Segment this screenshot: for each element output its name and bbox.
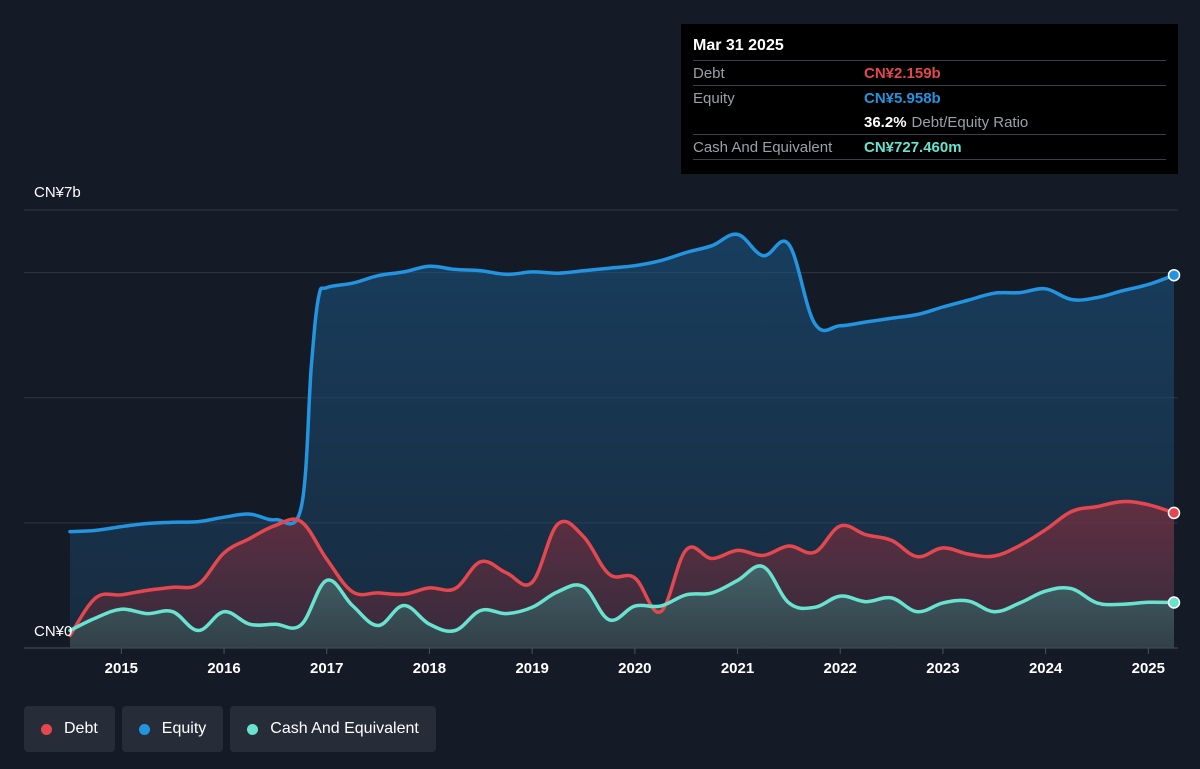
area-fills: [70, 234, 1174, 648]
cash-line: [68, 564, 1176, 633]
legend-label-cash: Cash And Equivalent: [270, 720, 419, 737]
x-tick-label: 2020: [618, 660, 651, 677]
tooltip-equity-label: Equity: [693, 89, 735, 107]
x-axis: 2015 2016 2017 2018 2019 2020 2021 2022 2023 2024…: [105, 648, 1165, 677]
tooltip-ratio-value: 36.2%: [864, 113, 907, 131]
legend-label-equity: Equity: [161, 720, 207, 737]
tooltip-equity-row: Equity CN¥5.958b: [693, 85, 1166, 110]
equity-line: [68, 232, 1176, 534]
end-markers: [1167, 268, 1181, 609]
tooltip-equity-value: CN¥5.958b: [864, 89, 941, 107]
debt-end-marker: [1167, 506, 1181, 520]
tooltip-date: Mar 31 2025: [693, 37, 784, 54]
debt-line: [68, 499, 1176, 638]
x-tick-label: 2019: [515, 660, 548, 677]
x-tick-label: 2018: [413, 660, 446, 677]
legend-label-debt: Debt: [64, 720, 98, 737]
tooltip: Mar 31 2025 Debt CN¥2.159b Equity CN¥5.9…: [681, 24, 1178, 174]
tooltip-bottom-divider: [693, 159, 1166, 160]
legend-item-cash[interactable]: Cash And Equivalent: [230, 706, 436, 752]
x-tick-label: 2024: [1029, 660, 1063, 677]
x-tick-label: 2016: [207, 660, 240, 677]
cash-end-marker: [1167, 596, 1181, 609]
legend-item-debt[interactable]: Debt: [24, 706, 115, 752]
tooltip-ratio-label: Debt/Equity Ratio: [911, 113, 1029, 131]
equity-end-marker: [1167, 268, 1181, 282]
tooltip-ratio-row: 36.2% Debt/Equity Ratio: [693, 110, 1166, 134]
legend: Debt Equity Cash And Equivalent: [24, 706, 436, 752]
x-tick-label: 2021: [721, 660, 754, 677]
tooltip-cash-row: Cash And Equivalent CN¥727.460m: [693, 134, 1166, 159]
x-tick-label: 2023: [926, 660, 959, 677]
tooltip-debt-label: Debt: [693, 64, 725, 82]
tooltip-debt-row: Debt CN¥2.159b: [693, 60, 1166, 85]
cash-dot-icon: [247, 723, 259, 735]
tooltip-debt-value: CN¥2.159b: [864, 64, 941, 82]
x-tick-label: 2015: [105, 660, 138, 677]
legend-item-equity[interactable]: Equity: [121, 706, 224, 752]
x-tick-label: 2022: [824, 660, 857, 677]
y-axis-top-label: CN¥7b: [34, 184, 81, 201]
x-tick-label: 2017: [310, 660, 343, 677]
cash-area: [70, 565, 1174, 648]
tooltip-cash-label: Cash And Equivalent: [693, 138, 833, 156]
debt-dot-icon: [41, 723, 52, 735]
tooltip-cash-value: CN¥727.460m: [864, 138, 962, 156]
series-lines: [68, 232, 1176, 638]
x-tick-label: 2025: [1132, 660, 1165, 677]
equity-dot-icon: [138, 723, 150, 735]
y-axis-bottom-label: CN¥0: [34, 623, 73, 640]
